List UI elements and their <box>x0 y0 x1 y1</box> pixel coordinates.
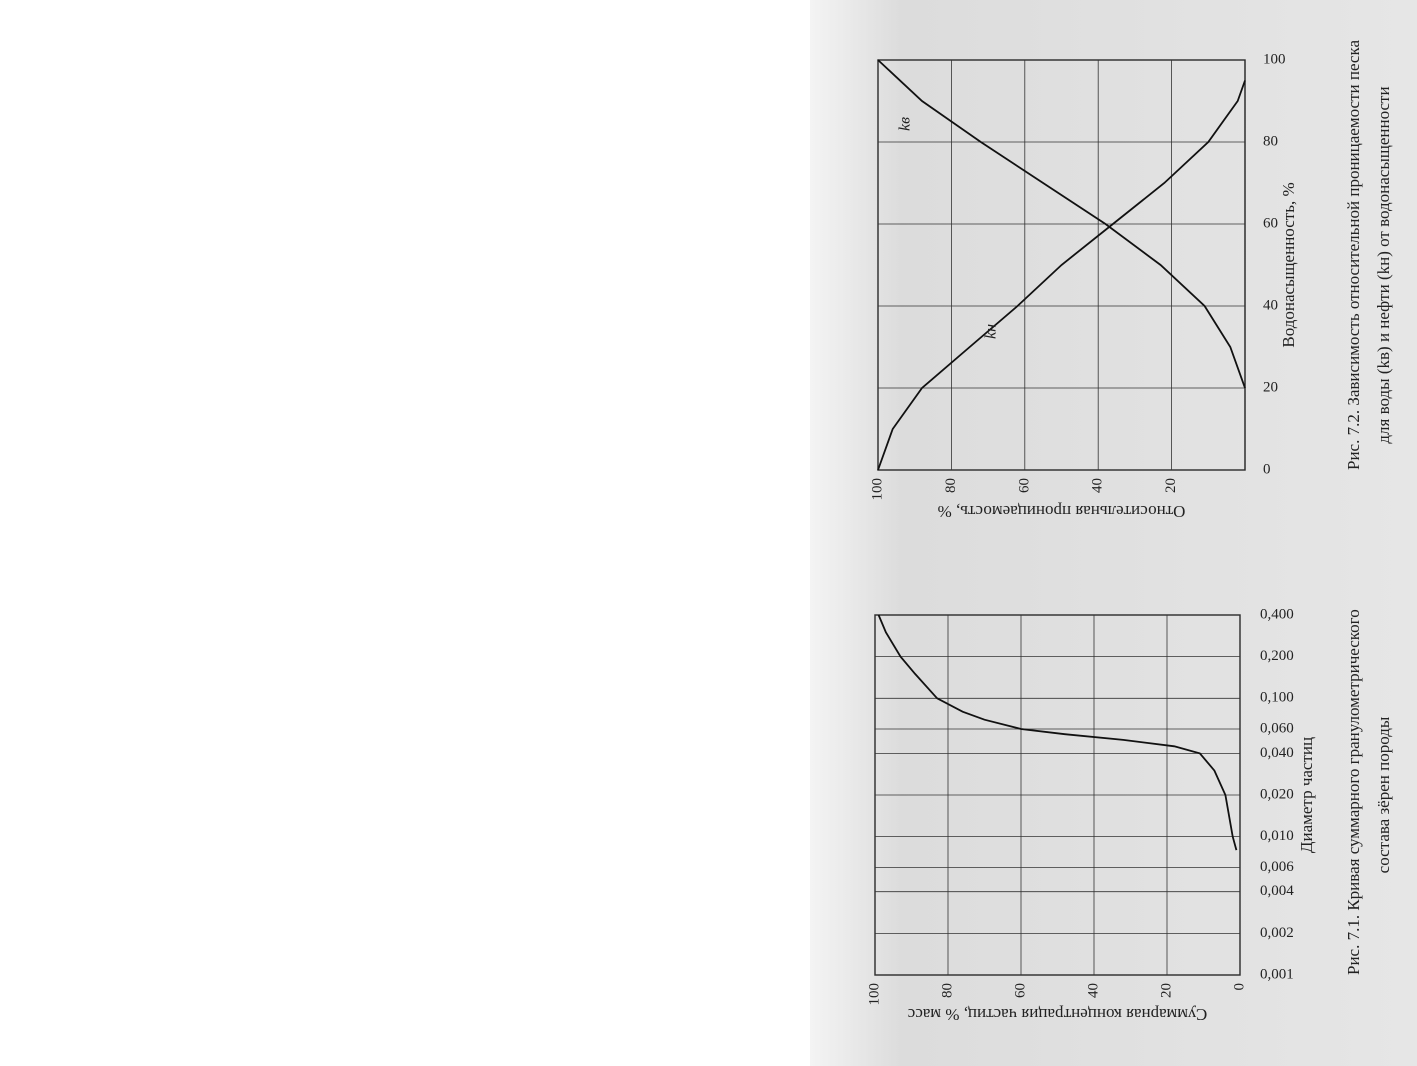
x-axis-title: Водонасыщенность, % <box>1279 182 1298 347</box>
y-tick-label: 80 <box>943 478 959 493</box>
x-tick-label: 20 <box>1263 379 1278 395</box>
x-tick-label: 0,006 <box>1260 859 1294 875</box>
x-tick-label: 40 <box>1263 297 1278 313</box>
x-tick-label: 0,004 <box>1260 883 1294 899</box>
x-tick-label: 0,060 <box>1260 720 1294 736</box>
curve <box>877 59 1246 389</box>
x-tick-label: 0,400 <box>1260 606 1294 622</box>
y-tick-label: 100 <box>869 478 885 501</box>
figure-caption: Рис. 7.2. Зависимость относительной прон… <box>1344 40 1363 470</box>
x-tick-label: 60 <box>1263 215 1278 231</box>
x-tick-label: 100 <box>1263 51 1286 67</box>
series-label: kв <box>897 117 914 131</box>
x-tick-label: 80 <box>1263 133 1278 149</box>
figure-caption: для воды (kв) и нефти (kн) от водонасыще… <box>1374 86 1393 443</box>
x-tick-label: 0,001 <box>1260 966 1294 982</box>
y-tick-label: 100 <box>866 983 882 1006</box>
y-tick-label: 60 <box>1016 478 1032 493</box>
y-tick-label: 60 <box>1012 983 1028 998</box>
x-tick-label: 0,100 <box>1260 690 1294 706</box>
chart: 0,001 0,002 0,004 0,006 0,010 0,020 0,040 0,060… <box>866 606 1392 1024</box>
x-axis-title: Диаметр частиц <box>1297 737 1316 853</box>
x-tick-label: 0,010 <box>1260 828 1294 844</box>
x-tick-label: 0,020 <box>1260 786 1294 802</box>
x-tick-label: 0,002 <box>1260 925 1294 941</box>
y-tick-label: 40 <box>1090 478 1106 493</box>
y-tick-label: 40 <box>1085 983 1101 998</box>
curve <box>877 80 1246 471</box>
y-axis-title: Относительная проницаемость, % <box>938 502 1186 521</box>
figure-caption: Рис. 7.1. Кривая суммарного гранулометри… <box>1344 609 1363 975</box>
paper <box>810 0 1417 1066</box>
x-tick-label: 0,040 <box>1260 745 1294 761</box>
x-tick-label: 0,200 <box>1260 648 1294 664</box>
series-label: kн <box>982 324 999 339</box>
y-axis-title: Суммарная концентрация частиц, % масс <box>907 1005 1207 1024</box>
y-tick-label: 20 <box>1158 983 1174 998</box>
x-tick-label: 0 <box>1263 461 1271 477</box>
curve <box>877 614 1238 851</box>
y-tick-label: 80 <box>939 983 955 998</box>
y-tick-label: 0 <box>1231 983 1247 991</box>
figure-caption: состава зёрен породы <box>1374 716 1393 873</box>
chart: 0 20 40 60 80 100 20 40 60 80 100 Водонасыщенность,… <box>869 40 1392 522</box>
y-tick-label: 20 <box>1163 478 1179 493</box>
